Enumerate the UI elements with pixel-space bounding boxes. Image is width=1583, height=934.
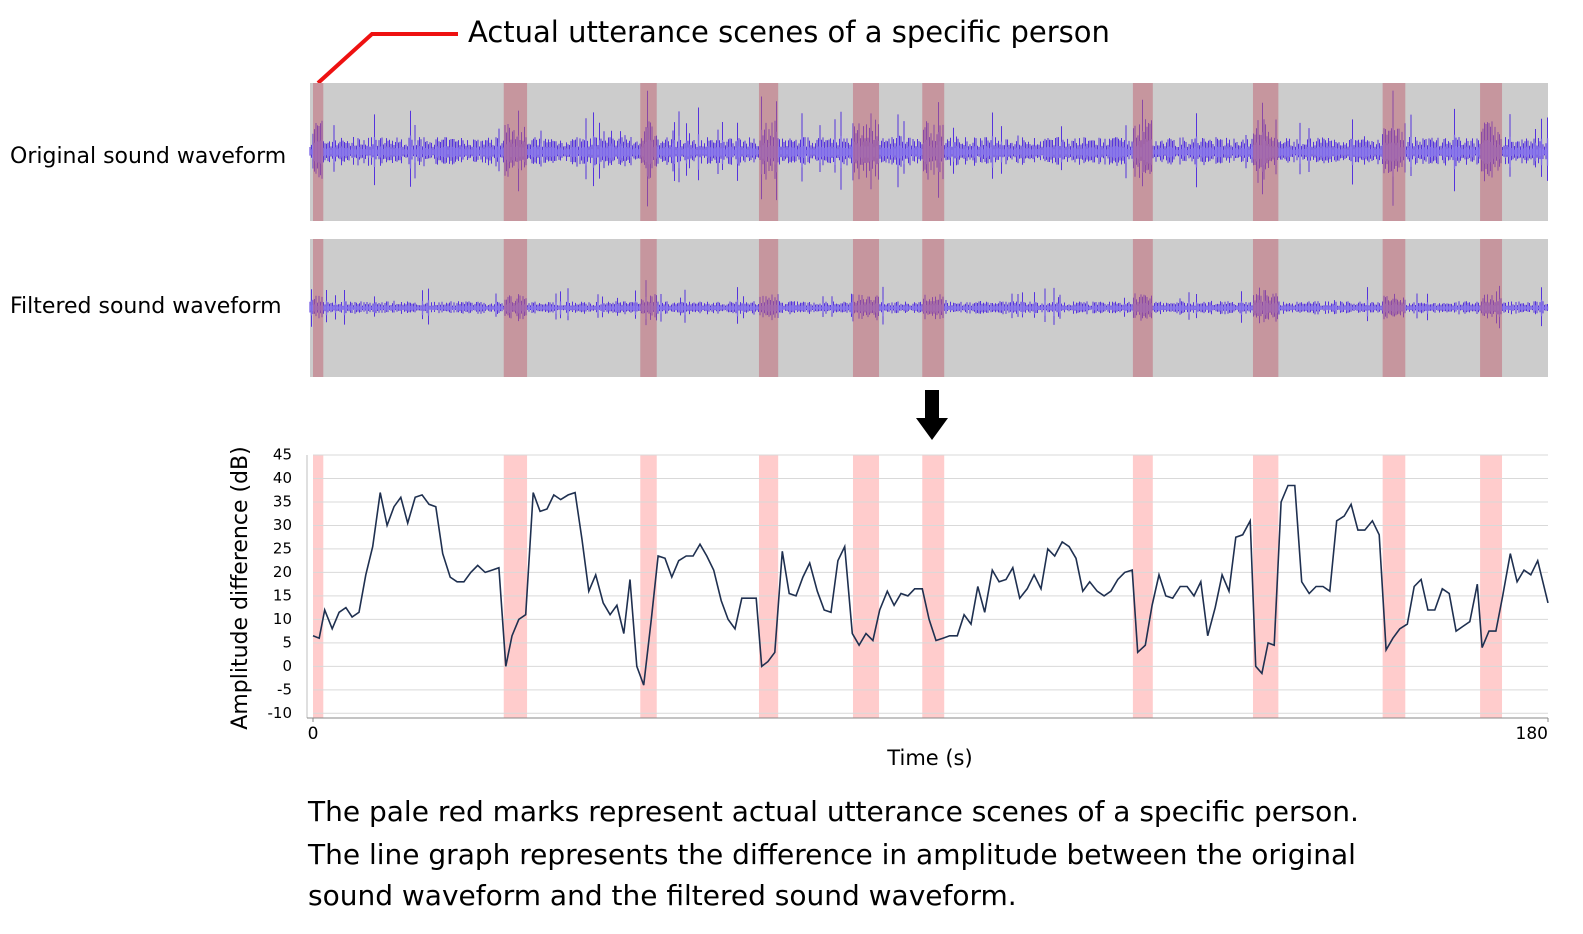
utterance-mark [1382,83,1406,221]
utterance-mark [758,239,779,377]
utterance-mark [852,239,880,377]
utterance-mark [1480,239,1503,377]
utterance-mark [1480,455,1503,718]
utterance-mark [922,239,945,377]
utterance-mark [1132,455,1153,718]
utterance-mark [852,455,880,718]
panel-label: Filtered sound waveform [10,294,282,319]
utterance-mark [640,455,657,718]
utterance-mark [1480,83,1503,221]
utterance-mark [503,455,528,718]
utterance-mark [640,239,657,377]
caption: The pale red marks represent actual utte… [307,795,1359,828]
utterance-mark [1382,455,1406,718]
utterance-mark [313,239,324,377]
y-tick-label: 0 [282,657,292,675]
caption: sound waveform and the filtered sound wa… [308,879,1017,912]
y-tick-label: -5 [277,680,292,698]
utterance-mark [1252,83,1279,221]
x-tick-label: 0 [308,724,319,744]
utterance-mark [922,83,945,221]
annotation: Actual utterance scenes of a specific pe… [468,15,1110,49]
y-tick-label: 15 [273,586,292,604]
utterance-mark [640,83,657,221]
utterance-mark [313,455,324,718]
utterance-mark [1132,83,1153,221]
caption: The line graph represents the difference… [307,838,1356,871]
x-tick-label: 180 [1516,724,1548,744]
utterance-mark [852,83,880,221]
utterance-mark [1252,455,1279,718]
data-line [312,484,1549,686]
annotation-leader [316,32,458,85]
panel-label: Original sound waveform [10,144,286,169]
x-axis-title: Time (s) [886,746,972,770]
utterance-mark [1382,239,1406,377]
y-tick-label: 40 [273,469,292,487]
y-tick-label: 35 [273,492,292,510]
utterance-mark [922,455,945,718]
y-tick-label: 5 [282,633,292,651]
arrow [916,390,948,440]
utterance-mark [758,83,779,221]
y-tick-label: -10 [268,704,293,722]
utterance-mark [1252,239,1279,377]
utterance-mark [503,239,528,377]
utterance-mark [1132,239,1153,377]
y-tick-label: 10 [273,610,292,628]
y-tick-label: 25 [273,539,292,557]
y-tick-label: 20 [273,563,292,581]
utterance-mark [758,455,779,718]
y-tick-label: 30 [273,516,292,534]
utterance-mark [313,83,324,221]
y-tick-label: 45 [273,446,292,464]
utterance-mark [503,83,528,221]
y-axis-title: Amplitude difference (dB) [228,446,253,729]
